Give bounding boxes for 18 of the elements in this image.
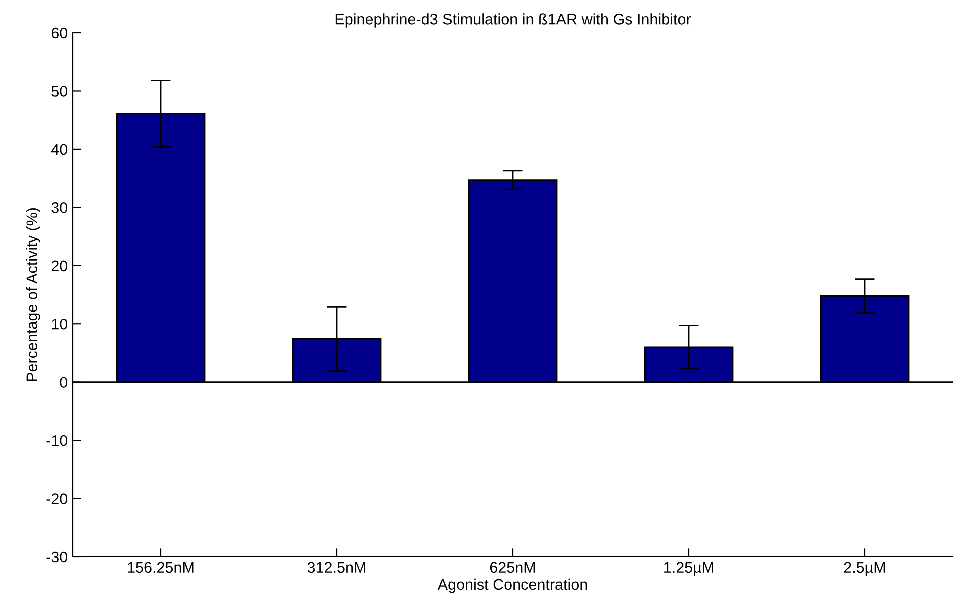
x-tick-label: 1.25µM	[664, 562, 714, 576]
y-tick-label: 40	[52, 144, 68, 156]
y-tick-label: -30	[46, 552, 68, 563]
x-tick-label: 312.5nM	[308, 562, 366, 574]
y-tick-label: -10	[46, 435, 68, 446]
y-axis-title: Percentage of Activity (%)	[26, 208, 41, 382]
y-tick-label: 60	[52, 28, 68, 39]
y-tick-label: 20	[52, 260, 68, 272]
y-tick-label: 50	[52, 86, 68, 97]
y-tick-label: -20	[46, 494, 68, 504]
x-tick-label: 2.5µM	[844, 562, 886, 576]
y-tick-label: 0	[60, 377, 68, 388]
x-axis-title: Agonist Concentration	[438, 578, 588, 594]
x-tick-label: 156.25nM	[128, 562, 194, 574]
y-tick-label: 10	[52, 318, 68, 330]
chart-title: Epinephrine-d3 Stimulation in ß1AR with Gs Inhibitor	[336, 14, 692, 28]
x-tick-label: 625nM	[490, 562, 536, 574]
y-tick-label: 30	[52, 202, 68, 214]
